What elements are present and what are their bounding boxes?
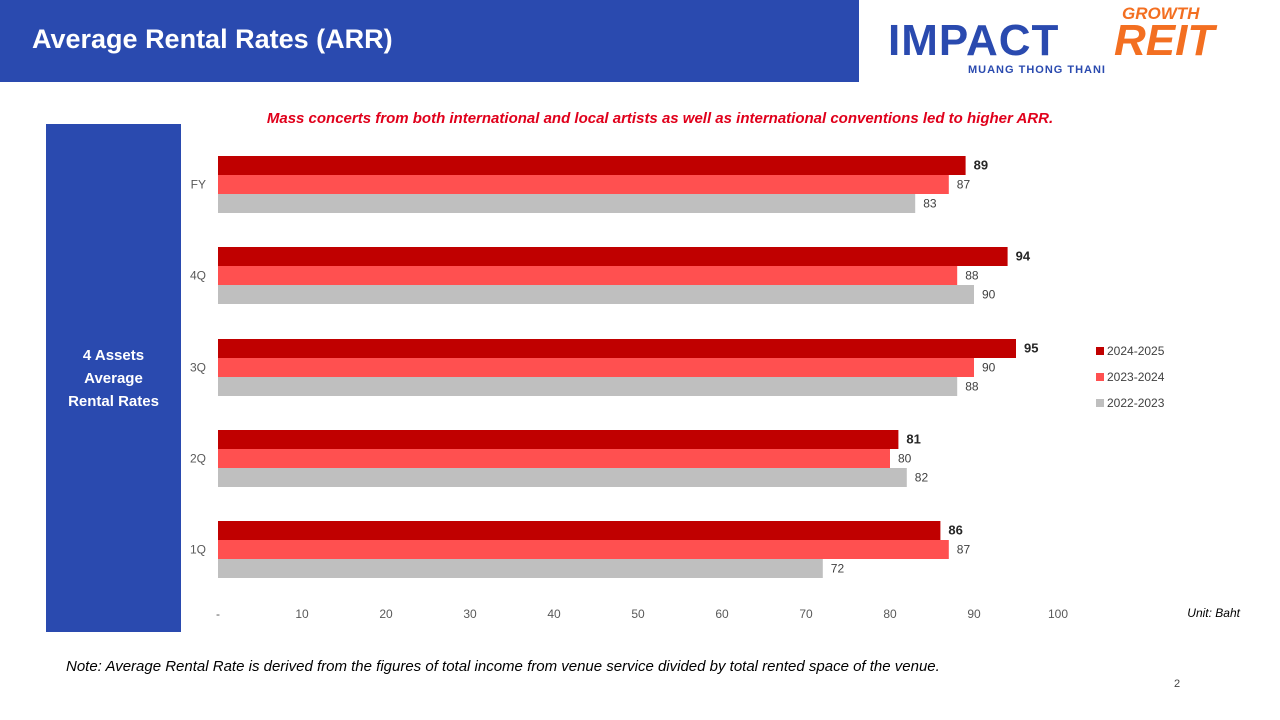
data-label: 94: [1016, 249, 1031, 264]
bar: [218, 285, 974, 304]
x-tick-label: 30: [463, 607, 477, 621]
data-label: 95: [1024, 341, 1038, 356]
x-tick-label: 100: [1048, 607, 1068, 621]
category-label: FY: [191, 178, 206, 192]
data-label: 81: [906, 432, 920, 447]
bar: [218, 247, 1008, 266]
logo-impact-text: IMPACT: [888, 16, 1060, 65]
footnote: Note: Average Rental Rate is derived fro…: [66, 658, 940, 675]
page-number: 2: [1174, 678, 1181, 690]
data-label: 72: [831, 562, 845, 576]
category-label: 2Q: [190, 452, 206, 466]
data-label: 83: [923, 197, 937, 211]
data-label: 90: [982, 288, 996, 302]
bar: [218, 521, 941, 540]
x-tick-label: -: [216, 607, 220, 621]
unit-label: Unit: Baht: [1187, 606, 1240, 620]
legend-swatch: [1096, 373, 1104, 381]
x-tick-label: 60: [715, 607, 729, 621]
x-tick-label: 80: [883, 607, 897, 621]
x-tick-label: 20: [379, 607, 393, 621]
bar: [218, 540, 949, 559]
bar: [218, 339, 1016, 358]
bar: [218, 266, 958, 285]
bar: [218, 430, 899, 449]
bar: [218, 175, 949, 194]
bar: [218, 559, 823, 578]
title-bar: Average Rental Rates (ARR): [0, 0, 859, 82]
data-label: 80: [898, 452, 912, 466]
legend-label: 2024-2025: [1107, 344, 1165, 358]
side-panel-text: 4 Assets Average Rental Rates: [59, 344, 169, 413]
category-label: 3Q: [190, 361, 206, 375]
side-panel: 4 Assets Average Rental Rates: [46, 124, 181, 632]
legend-swatch: [1096, 399, 1104, 407]
bar: [218, 468, 907, 487]
x-tick-label: 50: [631, 607, 645, 621]
data-label: 89: [974, 158, 988, 173]
data-label: 88: [965, 269, 979, 283]
bar: [218, 194, 916, 213]
impact-growth-reit-logo: GROWTH IMPACT REIT MUANG THONG THANI: [888, 2, 1260, 78]
x-tick-label: 40: [547, 607, 561, 621]
category-label: 1Q: [190, 543, 206, 557]
legend-label: 2023-2024: [1107, 370, 1165, 384]
data-label: 87: [957, 543, 971, 557]
category-label: 4Q: [190, 269, 206, 283]
page-title: Average Rental Rates (ARR): [32, 24, 393, 54]
bar: [218, 377, 958, 396]
side-panel-line1: 4 Assets: [82, 346, 145, 364]
side-panel-line2: Average: [84, 369, 143, 387]
legend-swatch: [1096, 347, 1104, 355]
bar: [218, 449, 890, 468]
side-panel-line3: Rental Rates: [68, 392, 159, 410]
x-tick-label: 90: [967, 607, 981, 621]
data-label: 82: [915, 471, 929, 485]
data-label: 90: [982, 361, 996, 375]
logo-subtitle: MUANG THONG THANI: [968, 64, 1106, 76]
bar: [218, 156, 966, 175]
chart-headline: Mass concerts from both international an…: [266, 110, 1054, 127]
data-label: 86: [948, 523, 962, 538]
logo-growth-text: GROWTH: [1122, 4, 1200, 23]
x-tick-label: 10: [295, 607, 309, 621]
bar: [218, 358, 974, 377]
x-tick-label: 70: [799, 607, 813, 621]
data-label: 87: [957, 178, 971, 192]
legend-label: 2022-2023: [1107, 396, 1165, 410]
logo-reit-text: REIT: [1114, 16, 1215, 65]
data-label: 88: [965, 380, 979, 394]
